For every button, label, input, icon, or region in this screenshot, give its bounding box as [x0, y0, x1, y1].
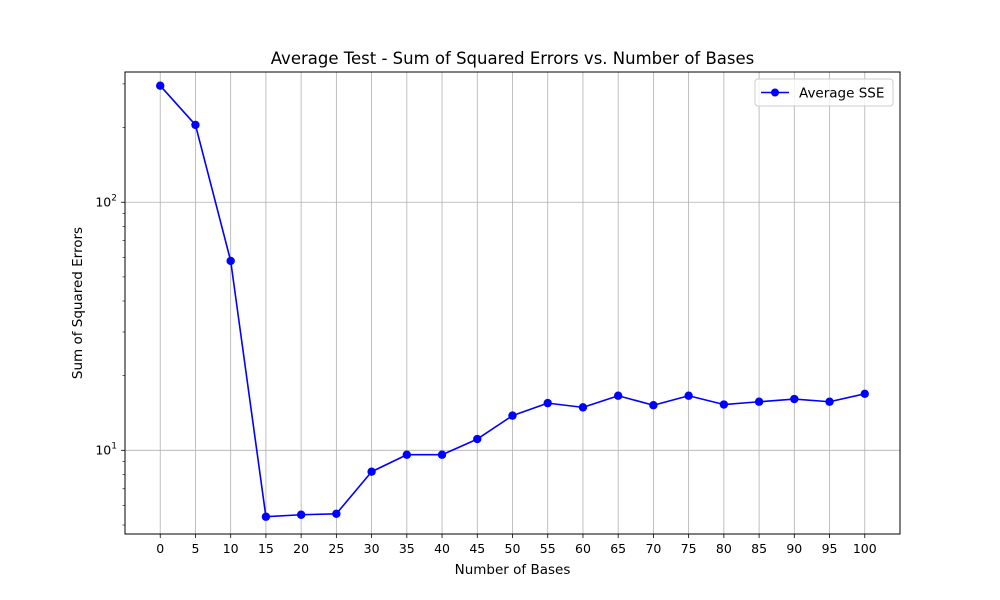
data-point	[684, 391, 693, 400]
data-point	[613, 391, 623, 400]
data-point	[402, 450, 412, 459]
data-point	[543, 398, 552, 408]
x-tick-label: 80	[716, 541, 732, 556]
data-point	[191, 120, 200, 130]
x-tick-label: 85	[751, 541, 767, 556]
data-point	[261, 512, 271, 521]
x-tick-label: 15	[258, 541, 274, 556]
x-tick-label: 65	[610, 541, 626, 556]
data-point	[719, 400, 729, 409]
x-tick-label: 30	[364, 541, 380, 556]
legend-marker	[771, 88, 779, 97]
x-tick-label: 100	[853, 541, 877, 556]
data-point	[649, 401, 658, 410]
data-point	[754, 397, 764, 406]
y-tick-label: 102	[95, 193, 117, 209]
data-point	[825, 397, 834, 406]
series-layer	[156, 81, 869, 521]
x-tick-label: 40	[434, 541, 450, 556]
x-tick-label: 45	[469, 541, 485, 556]
legend: Average SSE	[754, 78, 894, 107]
data-point	[226, 256, 235, 266]
x-tick-label: 95	[822, 541, 838, 556]
data-point	[296, 510, 306, 519]
chart-title: Average Test - Sum of Squared Errors vs.…	[271, 49, 755, 68]
x-tick-label: 60	[575, 541, 591, 556]
y-tick-base: 10	[95, 442, 111, 457]
data-point	[790, 394, 799, 404]
x-tick-label: 5	[191, 541, 199, 556]
x-axis-ticks: 0 5 10 15 20 25 30 35 40 45 50 55 60 65 70 75 80 85 90 95 10…	[156, 534, 877, 556]
data-point	[578, 403, 588, 412]
data-point	[367, 467, 376, 476]
x-tick-label: 55	[540, 541, 556, 556]
x-axis-label: Number of Bases	[455, 562, 571, 578]
x-tick-label: 10	[223, 541, 239, 556]
y-tick-exponent: 1	[111, 441, 117, 451]
x-tick-label: 35	[399, 541, 415, 556]
y-tick-exponent: 2	[111, 193, 117, 203]
data-point	[437, 450, 447, 459]
x-tick-label: 75	[681, 541, 697, 556]
x-tick-label: 90	[786, 541, 802, 556]
data-point	[332, 509, 341, 518]
data-point	[156, 81, 165, 90]
data-point	[473, 434, 482, 444]
data-point	[508, 411, 517, 420]
y-tick-base: 10	[95, 194, 111, 209]
x-tick-label: 25	[328, 541, 344, 556]
x-tick-label: 50	[505, 541, 521, 556]
y-axis-label: Sum of Squared Errors	[70, 227, 86, 379]
data-point	[860, 389, 869, 399]
x-tick-label: 20	[293, 541, 309, 556]
x-tick-label: 70	[645, 541, 661, 556]
legend-label-average-sse: Average SSE	[799, 86, 884, 102]
y-tick-label: 101	[95, 441, 117, 457]
grid	[125, 72, 900, 534]
x-tick-label: 0	[156, 541, 164, 556]
legend-box	[754, 78, 894, 107]
